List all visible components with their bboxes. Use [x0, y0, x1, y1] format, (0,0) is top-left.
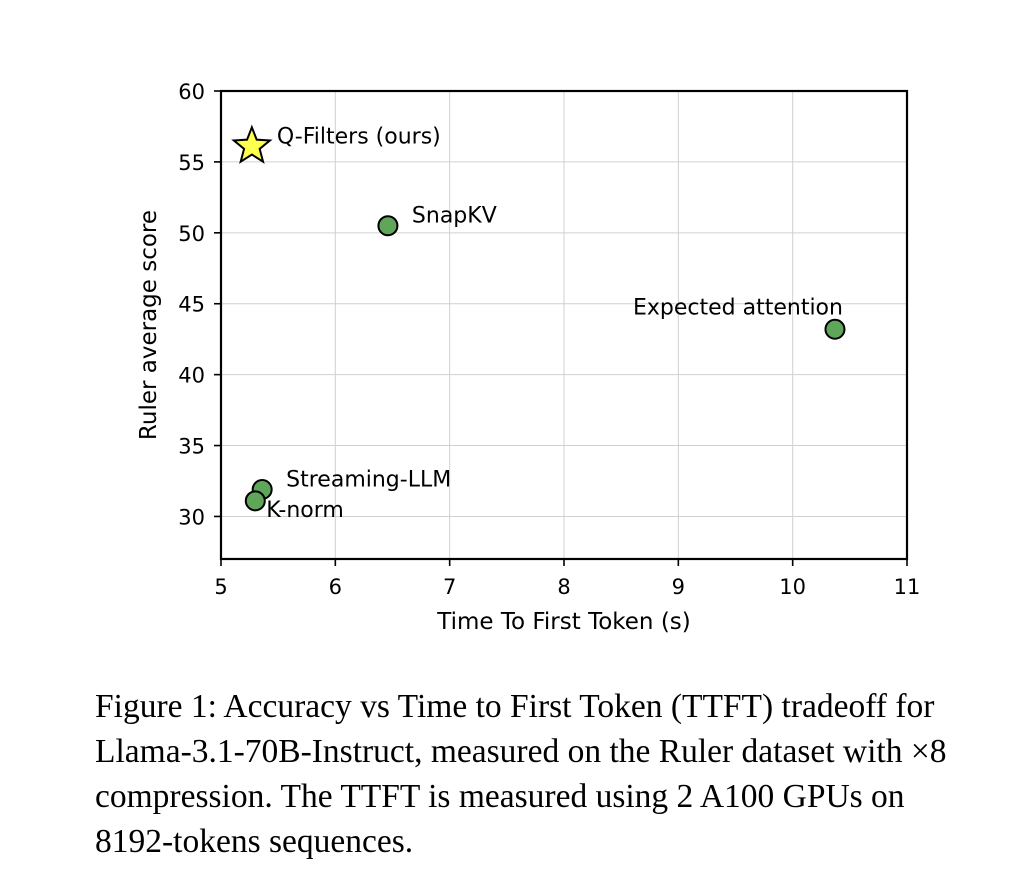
data-points [231, 124, 846, 512]
point-q-filters-ours-star [231, 124, 273, 164]
y-axis-ticks: 30 35 40 45 50 55 60 [178, 80, 221, 529]
y-tick-label: 60 [178, 80, 205, 104]
point-label-k-norm: K-norm [266, 498, 344, 523]
x-tick-label: 5 [214, 575, 227, 599]
x-axis-ticks: 5 6 7 8 9 10 11 [214, 559, 920, 599]
point-label-q-filters-ours: Q-Filters (ours) [277, 124, 441, 149]
y-tick-label: 45 [178, 293, 205, 317]
x-axis-title: Time To First Token (s) [436, 609, 691, 635]
y-tick-label: 30 [178, 505, 205, 529]
point-label-snapkv: SnapKV [412, 204, 497, 229]
x-tick-label: 6 [329, 575, 342, 599]
x-tick-label: 10 [779, 575, 806, 599]
y-tick-label: 55 [178, 151, 205, 175]
y-axis-title: Ruler average score [136, 210, 162, 440]
x-tick-label: 11 [894, 575, 921, 599]
plot-frame [219, 89, 909, 561]
x-tick-label: 9 [672, 575, 685, 599]
point-label-expected-attention: Expected attention [633, 295, 843, 320]
point-snapkv [377, 215, 399, 237]
scatter-chart: 5 6 7 8 9 10 11 30 35 40 45 50 55 60 Q-Filters (ours… [136, 80, 920, 635]
point-label-streaming-llm: Streaming-LLM [286, 468, 451, 493]
x-tick-label: 8 [557, 575, 570, 599]
point-expected-attention [824, 318, 846, 340]
figure-caption: Figure 1: Accuracy vs Time to First Toke… [95, 688, 947, 860]
y-tick-label: 35 [178, 435, 205, 459]
point-k-norm [244, 490, 266, 512]
y-tick-label: 40 [178, 364, 205, 388]
point-labels: Q-Filters (ours) SnapKV Expected attention… [266, 124, 843, 523]
y-tick-label: 50 [178, 222, 205, 246]
x-tick-label: 7 [443, 575, 456, 599]
